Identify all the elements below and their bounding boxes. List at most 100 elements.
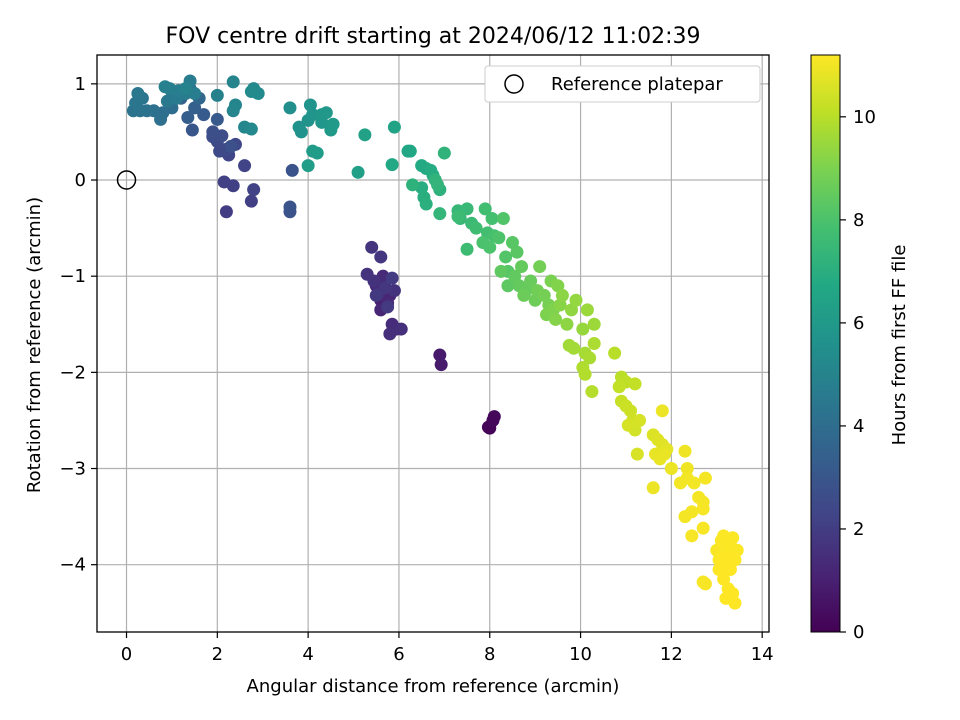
scatter-point	[714, 558, 728, 572]
scatter-point	[294, 125, 308, 139]
scatter-point	[580, 303, 594, 317]
y-tick-label: −3	[59, 459, 86, 480]
scatter-point	[431, 178, 445, 192]
scatter-point	[483, 240, 497, 254]
scatter-point	[433, 207, 447, 221]
scatter-point	[365, 240, 379, 254]
reference-point-marker	[116, 170, 137, 190]
scatter-point	[646, 481, 660, 495]
x-tick-label: 0	[121, 644, 132, 665]
scatter-point	[369, 288, 383, 302]
scatter-point	[469, 221, 483, 235]
scatter-point	[326, 117, 340, 131]
scatter-point	[698, 471, 712, 485]
x-tick-label: 8	[484, 644, 495, 665]
scatter-point	[383, 327, 397, 341]
scatter-point	[244, 85, 258, 99]
scatter-point	[358, 128, 372, 142]
colorbar-gradient	[810, 54, 841, 633]
scatter-point	[585, 385, 599, 399]
y-tick-label: −2	[59, 362, 86, 383]
scatter-point	[131, 86, 145, 100]
scatter-point	[385, 271, 399, 285]
scatter-point	[378, 281, 392, 295]
scatter-point	[696, 575, 710, 589]
scatter-point	[387, 120, 401, 134]
y-tick-label: 1	[75, 74, 86, 95]
scatter-point	[510, 245, 524, 259]
colorbar-tick-label: 10	[853, 107, 876, 128]
x-tick-label: 12	[660, 644, 683, 665]
scatter-point	[434, 358, 448, 372]
scatter-point	[723, 548, 737, 562]
scatter-point	[658, 447, 672, 461]
scatter-point	[578, 367, 592, 381]
scatter-point	[633, 413, 647, 427]
scatter-point	[728, 596, 742, 610]
scatter-point	[244, 122, 258, 136]
legend-box	[484, 65, 761, 103]
y-tick-label: 0	[75, 170, 86, 191]
scatter-point	[501, 279, 515, 293]
scatter-point	[569, 293, 583, 307]
scatter-point	[478, 202, 492, 216]
y-tick-label: −4	[59, 555, 86, 576]
colorbar-tick-label: 0	[853, 622, 864, 643]
scatter-point	[587, 317, 601, 331]
scatter-point	[485, 211, 499, 225]
legend-marker-reference	[504, 74, 524, 94]
scatter-point	[283, 101, 297, 115]
scatter-point	[696, 521, 710, 535]
scatter-point	[319, 106, 333, 120]
colorbar-tick-label: 2	[853, 519, 864, 540]
scatter-point	[560, 317, 574, 331]
scatter-point	[486, 413, 500, 427]
scatter-point	[406, 178, 420, 192]
scatter-point	[244, 194, 258, 208]
scatter-point	[224, 139, 238, 153]
scatter-point	[217, 175, 231, 189]
scatter-point	[301, 159, 315, 173]
scatter-point	[179, 82, 193, 96]
scatter-point	[515, 260, 529, 274]
legend: Reference platepar	[484, 65, 761, 103]
scatter-point	[419, 197, 433, 211]
scatter-point	[197, 108, 211, 122]
colorbar-tick-label: 8	[853, 210, 864, 231]
scatter-point	[685, 505, 699, 519]
scatter-point	[394, 322, 408, 336]
scatter-point	[630, 447, 644, 461]
x-tick-label: 2	[212, 644, 223, 665]
scatter-point	[306, 108, 320, 122]
x-tick-label: 10	[569, 644, 592, 665]
scatter-point	[158, 80, 172, 94]
colorbar: 0 2 4 6 8 10 Hours from first FF file	[810, 54, 910, 643]
colorbar-tick-label: 6	[853, 313, 864, 334]
scatter-point	[685, 529, 699, 543]
x-axis-label: Angular distance from reference (arcmin)	[247, 676, 620, 697]
scatter-point	[310, 146, 324, 160]
scatter-point	[206, 125, 220, 139]
scatter-point	[360, 267, 374, 281]
scatter-point	[587, 337, 601, 350]
scatter-point	[385, 158, 399, 172]
scatter-point	[678, 444, 692, 458]
scatter-point	[185, 123, 199, 137]
scatter-point	[247, 183, 261, 197]
scatter-point	[655, 404, 669, 418]
scatter-point	[381, 300, 395, 314]
scatter-point	[210, 88, 224, 102]
colorbar-tick-label: 4	[853, 416, 864, 437]
scatter-point	[492, 231, 506, 245]
x-tick-label: 6	[393, 644, 404, 665]
scatter-point	[351, 165, 365, 179]
scatter-point	[696, 502, 710, 516]
scatter-point	[433, 348, 447, 362]
scatter-point	[437, 146, 451, 160]
scatter-point	[680, 462, 694, 476]
scatter-point	[687, 476, 701, 490]
chart-title: FOV centre drift starting at 2024/06/12 …	[166, 24, 701, 49]
scatter-point	[628, 377, 642, 391]
y-axis-label: Rotation from reference (arcmin)	[24, 197, 45, 493]
